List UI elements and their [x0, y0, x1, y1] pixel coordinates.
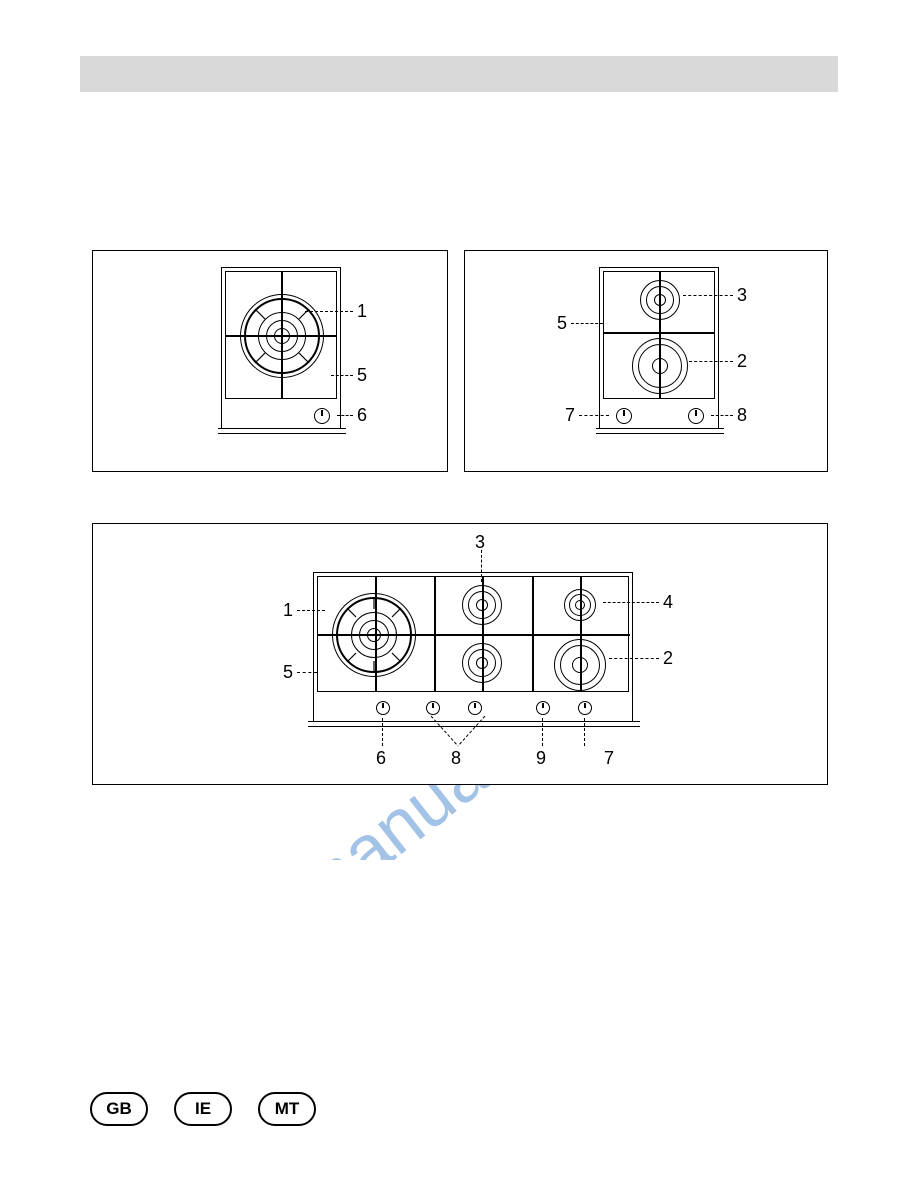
hob-base — [596, 428, 724, 434]
control-knob — [616, 408, 632, 424]
control-knob — [688, 408, 704, 424]
callout-7: 7 — [565, 405, 575, 426]
diagram-two-burner: 3 5 2 7 8 — [464, 250, 828, 472]
control-knob — [468, 701, 482, 715]
leader-line — [297, 672, 317, 673]
callout-5: 5 — [357, 365, 367, 386]
callout-7: 7 — [604, 748, 614, 769]
country-badge-ie: IE — [174, 1092, 232, 1126]
leader-line — [481, 550, 482, 582]
badge-label: IE — [195, 1099, 211, 1119]
burner-ring — [572, 657, 588, 673]
callout-6: 6 — [376, 748, 386, 769]
leader-line — [571, 323, 603, 324]
callout-8: 8 — [737, 405, 747, 426]
country-badge-gb: GB — [90, 1092, 148, 1126]
leader-line — [689, 361, 733, 362]
control-knob — [578, 701, 592, 715]
leader-line — [337, 415, 353, 416]
hob-body — [599, 267, 719, 429]
diagram-five-burner: 3 1 5 4 2 6 8 9 7 — [92, 523, 828, 785]
leader-line — [683, 295, 733, 296]
header-bar — [80, 56, 838, 92]
burner-spokes — [336, 597, 412, 673]
callout-2: 2 — [663, 648, 673, 669]
callout-2: 2 — [737, 351, 747, 372]
burner-ring — [575, 600, 585, 610]
callout-1: 1 — [357, 301, 367, 322]
callout-3: 3 — [737, 285, 747, 306]
callout-3: 3 — [475, 532, 485, 553]
callout-5: 5 — [283, 662, 293, 683]
burner-ring — [652, 358, 668, 374]
burner-ring — [476, 599, 488, 611]
hob-base — [218, 428, 346, 434]
control-knob — [314, 408, 330, 424]
control-knob — [426, 701, 440, 715]
callout-9: 9 — [536, 748, 546, 769]
hob-cooking-surface — [225, 271, 337, 399]
country-badge-mt: MT — [258, 1092, 316, 1126]
leader-line — [609, 658, 659, 659]
callout-4: 4 — [663, 592, 673, 613]
diagram-single-burner: 1 5 6 — [92, 250, 448, 472]
leader-line — [423, 716, 493, 750]
hob-cooking-surface — [317, 576, 629, 692]
callout-8: 8 — [451, 748, 461, 769]
callout-1: 1 — [283, 600, 293, 621]
control-knob — [376, 701, 390, 715]
leader-line — [711, 415, 733, 416]
leader-line — [331, 375, 353, 376]
control-knob — [536, 701, 550, 715]
leader-line — [305, 311, 353, 312]
leader-line — [603, 602, 659, 603]
burner-ring — [476, 657, 488, 669]
leader-line — [542, 718, 543, 746]
badge-label: GB — [106, 1099, 132, 1119]
leader-line — [584, 718, 585, 746]
leader-line — [382, 718, 383, 746]
hob-body — [313, 572, 633, 722]
callout-6: 6 — [357, 405, 367, 426]
callout-5: 5 — [557, 313, 567, 334]
badge-label: MT — [275, 1099, 300, 1119]
leader-line — [579, 415, 609, 416]
burner-spokes — [244, 298, 320, 374]
hob-body — [221, 267, 341, 429]
burner-ring — [654, 294, 666, 306]
hob-cooking-surface — [603, 271, 715, 399]
leader-line — [297, 610, 325, 611]
